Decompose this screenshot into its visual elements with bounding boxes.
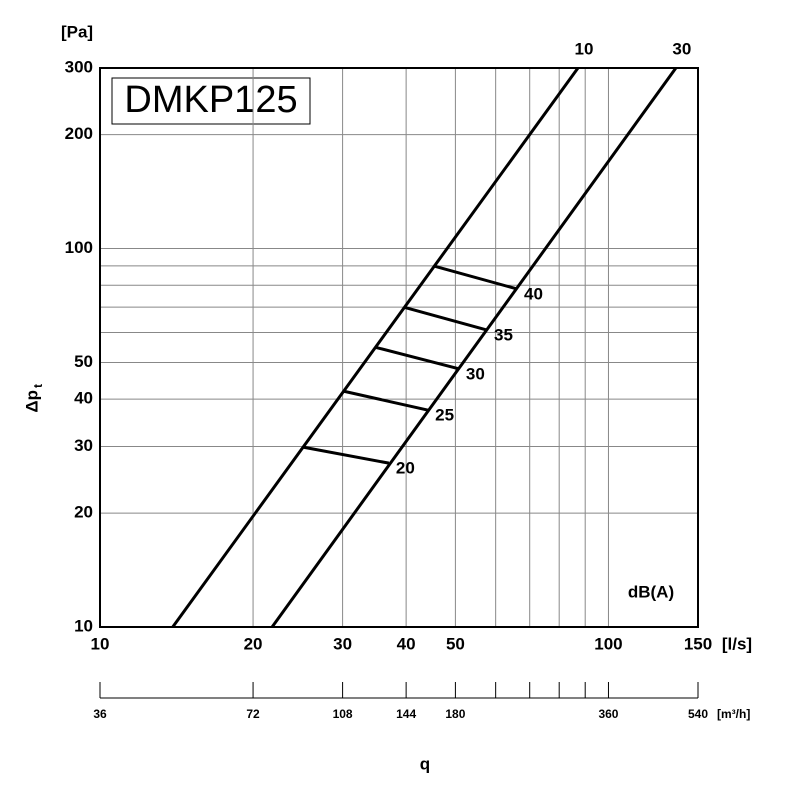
x2-tick-label: 36: [93, 707, 107, 721]
series-label: 30: [672, 39, 691, 58]
y-tick-label: 200: [65, 124, 93, 143]
x2-unit: [m³/h]: [717, 707, 750, 721]
x-tick-label: 40: [397, 634, 416, 653]
series-label: 10: [575, 39, 594, 58]
x-tick-label: 150: [684, 634, 712, 653]
x-tick-label: 100: [594, 634, 622, 653]
series-line: [270, 67, 678, 628]
series-label: 35: [494, 326, 513, 345]
series-line: [433, 264, 518, 291]
series-label: 30: [466, 364, 485, 383]
x-tick-label: 30: [333, 634, 352, 653]
series-line: [403, 305, 488, 332]
x-tick-label: 50: [446, 634, 465, 653]
x2-tick-label: 72: [246, 707, 260, 721]
x2-tick-label: 144: [396, 707, 416, 721]
x-tick-label: 20: [244, 634, 263, 653]
series-line: [302, 445, 390, 465]
y-tick-label: 100: [65, 238, 93, 257]
series-label: 25: [435, 406, 454, 425]
annotation: dB(A): [628, 582, 674, 601]
x2-tick-label: 360: [598, 707, 618, 721]
x2-tick-label: 540: [688, 707, 708, 721]
y-tick-label: 300: [65, 57, 93, 76]
y-axis-label-sub: t: [31, 384, 45, 388]
y-tick-label: 20: [74, 503, 93, 522]
y-tick-label: 30: [74, 436, 93, 455]
x-tick-label: 10: [91, 634, 110, 653]
y-unit: [Pa]: [61, 22, 93, 41]
chart-title: DMKP125: [124, 79, 297, 121]
x-axis-label: q: [420, 754, 430, 773]
y-tick-label: 10: [74, 616, 93, 635]
x2-tick-label: 180: [445, 707, 465, 721]
y-tick-label: 50: [74, 352, 93, 371]
series-line: [374, 345, 460, 371]
series-line: [343, 389, 429, 412]
series-label: 20: [396, 459, 415, 478]
y-axis-label-group: Δp t: [22, 384, 45, 413]
x2-tick-label: 108: [333, 707, 353, 721]
y-axis-label: Δp: [22, 390, 41, 413]
title-box: [111, 77, 311, 125]
series-label: 40: [524, 284, 543, 303]
y-tick-label: 40: [74, 389, 93, 408]
x-unit: [l/s]: [722, 634, 752, 653]
plot-frame: [99, 67, 699, 628]
